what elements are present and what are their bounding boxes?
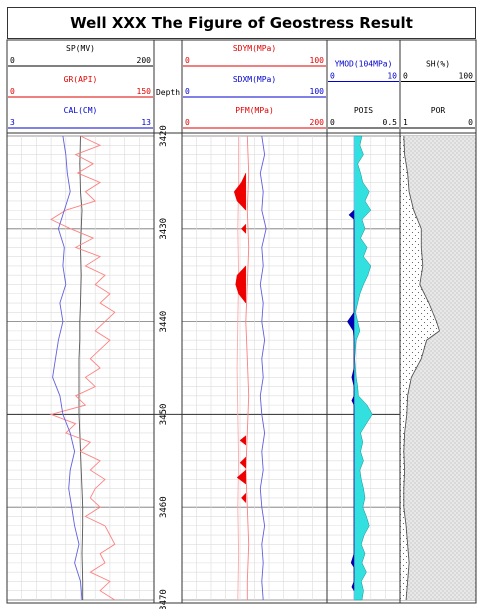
curve-min-label: 0: [185, 118, 190, 127]
curve-line: [259, 135, 267, 601]
outer-border: [6, 39, 477, 604]
sh-curve-line: [403, 135, 441, 601]
depth-tick-label: 3460: [159, 496, 169, 518]
curve-max-label: 13: [141, 118, 151, 127]
curve-line: [78, 135, 84, 600]
curve-name-label: POR: [431, 106, 446, 115]
curve-max-label: 100: [310, 87, 325, 96]
stress-anomaly-fill: [236, 469, 247, 485]
curve-max-label: 0: [468, 118, 473, 127]
curve-min-label: 0: [330, 72, 335, 81]
stress-anomaly-fill: [239, 456, 247, 469]
curve-name-label: SP(MV): [66, 44, 95, 53]
curve-line: [49, 135, 116, 601]
curve-line: [236, 136, 240, 601]
curve-name-label: GR(API): [64, 75, 98, 84]
curve-max-label: 10: [387, 72, 397, 81]
curve-line: [52, 135, 83, 601]
curve-min-label: 0: [403, 72, 408, 81]
curve-min-label: 0: [185, 87, 190, 96]
curve-name-label: YMOD(104MPa): [335, 60, 393, 69]
depth-header-label: Depth: [156, 88, 180, 97]
pois-fill: [347, 209, 355, 592]
curve-name-label: SH(%): [426, 60, 450, 69]
curve-min-label: 0: [10, 56, 15, 65]
curve-max-label: 0.5: [383, 118, 398, 127]
figure-title: Well XXX The Figure of Geostress Result: [7, 7, 476, 39]
stress-anomaly-fill: [241, 223, 247, 235]
stress-anomaly-fill: [241, 492, 247, 504]
curve-min-label: 3: [10, 118, 15, 127]
curve-min-label: 1: [403, 118, 408, 127]
curve-line: [245, 135, 250, 600]
curve-name-label: PFM(MPa): [235, 106, 274, 115]
depth-tick-label: 3440: [159, 311, 169, 333]
depth-tick-label: 3420: [159, 125, 169, 147]
depth-tick-label: 3470: [159, 589, 169, 609]
stress-anomaly-fill: [233, 172, 247, 211]
curve-name-label: SDXM(MPa): [233, 75, 276, 84]
curve-max-label: 100: [310, 56, 325, 65]
stress-anomaly-fill: [239, 435, 247, 446]
sh-shale-fill: [400, 136, 440, 600]
curve-max-label: 200: [137, 56, 152, 65]
curve-max-label: 150: [137, 87, 152, 96]
curve-min-label: 0: [10, 87, 15, 96]
curve-max-label: 100: [459, 72, 474, 81]
curve-min-label: 0: [330, 118, 335, 127]
curve-max-label: 200: [310, 118, 325, 127]
curve-min-label: 0: [185, 56, 190, 65]
stress-anomaly-fill: [235, 265, 247, 304]
depth-tick-label: 3430: [159, 218, 169, 240]
curve-name-label: POIS: [354, 106, 373, 115]
ymod-fill: [353, 135, 373, 601]
curve-name-label: SDYM(MPa): [233, 44, 276, 53]
curve-name-label: CAL(CM): [64, 106, 98, 115]
